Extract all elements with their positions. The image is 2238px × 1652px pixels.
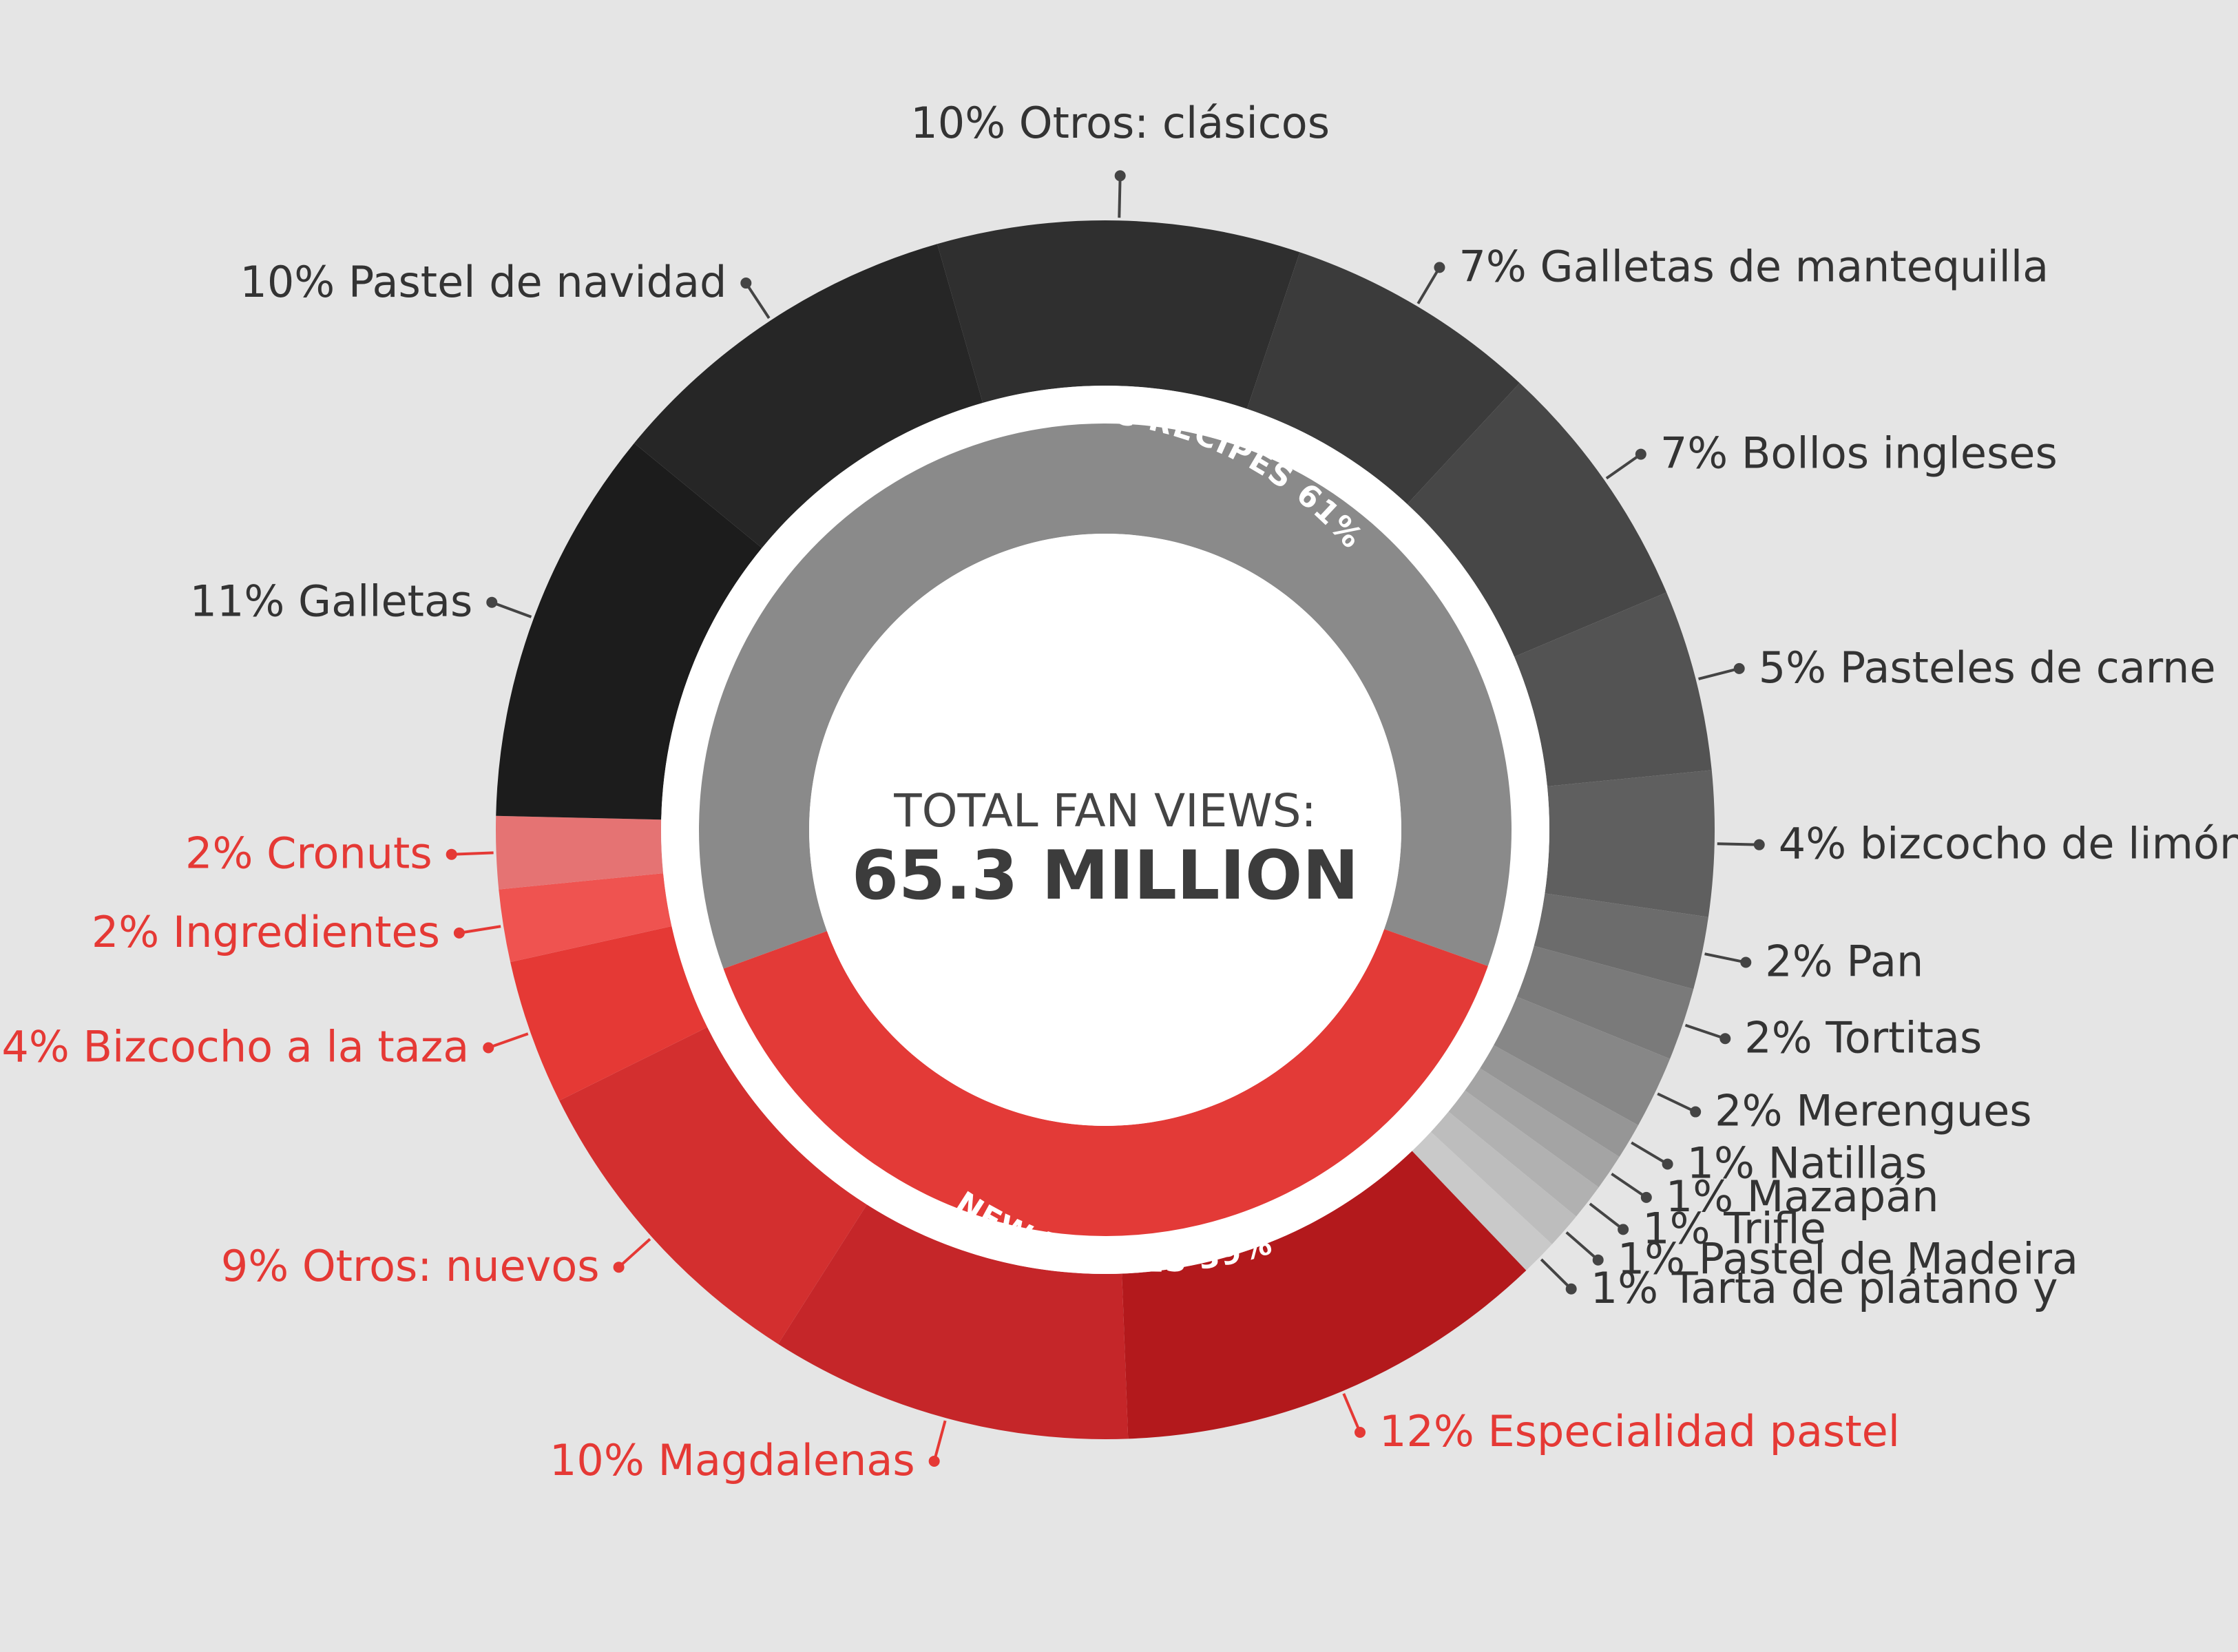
outer-segment-2-ingredientes: [499, 873, 672, 963]
outer-segment-2-merengues: [1494, 996, 1671, 1126]
leader-dot-7-bollos-ingleses: [1635, 448, 1646, 460]
leader-line-1-natillas: [1631, 1141, 1669, 1166]
leader-dot-10-pastel-de-navidad: [740, 278, 752, 289]
leader-line-10-magdalenas: [932, 1420, 947, 1462]
outer-segment-1-pastel-de-madeira: [1430, 1111, 1577, 1244]
segment-label-5-pasteles-de-carne: 5% Pasteles de carne: [1759, 642, 2216, 693]
leader-line-7-bollos-ingleses: [1605, 452, 1642, 480]
segment-label-7-galletas-de-mantequilla: 7% Galletas de mantequilla: [1458, 241, 2049, 291]
leader-line-2-ingredientes: [459, 925, 501, 934]
leader-lines: [446, 170, 1765, 1467]
outer-segment-12-especialidad-pastel: [1122, 1151, 1527, 1439]
outer-segment-1-tarta-de-platano-y: [1412, 1131, 1552, 1271]
leader-line-10-otros-clasicos: [1118, 176, 1122, 218]
segment-label-9-otros-nuevos: 9% Otros: nuevos: [221, 1241, 600, 1291]
leader-line-1-pastel-de-madeira: [1565, 1231, 1600, 1262]
outer-segment-9-otros-nuevos: [559, 1027, 867, 1344]
leader-line-10-pastel-de-navidad: [744, 282, 771, 320]
leader-dot-2-tortitas: [1719, 1033, 1731, 1045]
segment-label-2-pan: 2% Pan: [1765, 937, 1923, 987]
outer-segment-2-tortitas: [1516, 945, 1694, 1059]
center-total: 65.3 MILLION: [852, 837, 1359, 915]
segment-label-12-especialidad-pastel: 12% Especialidad pastel: [1379, 1406, 1900, 1456]
leader-dot-9-otros-nuevos: [613, 1262, 625, 1273]
leader-dot-2-pan: [1740, 956, 1752, 968]
segment-label-10-magdalenas: 10% Magdalenas: [550, 1435, 915, 1485]
leader-line-2-pan: [1704, 952, 1746, 964]
leader-dot-1-pastel-de-madeira: [1592, 1254, 1604, 1266]
center-heading: TOTAL FAN VIEWS:: [893, 784, 1316, 837]
segment-label-1-pastel-de-madeira: 1% Pastel de Madeira: [1618, 1234, 2078, 1284]
segment-label-4-bizcocho-de-limon: 4% bizcocho de limón: [1779, 819, 2238, 869]
outer-segment-1-mazapan: [1465, 1068, 1620, 1188]
outer-segment-4-bizcocho-de-limon: [1545, 770, 1715, 917]
leader-dot-10-magdalenas: [928, 1455, 940, 1467]
outer-segment-4-bizcocho-a-la-taza: [510, 926, 708, 1101]
segment-label-1-mazapan: 1% Mazapán: [1666, 1171, 1939, 1222]
leader-dot-2-merengues: [1690, 1106, 1702, 1118]
inner-segment-new-recipes-39: [723, 929, 1488, 1237]
segment-label-2-cronuts: 2% Cronuts: [185, 828, 432, 879]
leader-line-5-pasteles-de-carne: [1698, 667, 1740, 680]
leader-line-12-especialidad-pastel: [1342, 1393, 1361, 1433]
outer-segment-1-natillas: [1480, 1045, 1639, 1158]
leader-line-1-tarta-de-platano-y: [1540, 1258, 1573, 1290]
leader-line-2-merengues: [1657, 1092, 1697, 1113]
outer-segment-7-galletas-de-mantequilla: [1246, 252, 1520, 505]
leader-line-1-mazapan: [1611, 1172, 1647, 1199]
segment-label-10-otros-clasicos: 10% Otros: clásicos: [910, 98, 1330, 148]
inner-ring: [699, 424, 1512, 1237]
leader-line-2-cronuts: [451, 851, 494, 856]
leader-dot-2-cronuts: [446, 848, 457, 860]
center-disc: [809, 534, 1401, 1126]
outer-segment-1-trifle: [1448, 1090, 1599, 1217]
leader-dot-12-especialidad-pastel: [1355, 1426, 1366, 1438]
outer-segment-2-cronuts: [496, 815, 664, 890]
segment-label-1-trifle: 1% Trifle: [1642, 1203, 1826, 1253]
leader-line-4-bizcocho-a-la-taza: [488, 1032, 529, 1049]
leader-dot-11-galletas: [486, 596, 498, 608]
outer-segment-7-bollos-ingleses: [1407, 383, 1667, 657]
leader-dot-2-ingredientes: [453, 927, 465, 939]
leader-line-9-otros-nuevos: [618, 1237, 651, 1268]
leader-dot-5-pasteles-de-carne: [1733, 662, 1745, 674]
segment-label-1-natillas: 1% Natillas: [1687, 1138, 1927, 1188]
outer-ring: [496, 220, 1715, 1439]
outer-segment-10-magdalenas: [777, 1204, 1129, 1439]
leader-dot-4-bizcocho-a-la-taza: [483, 1042, 494, 1054]
leader-line-2-tortitas: [1684, 1023, 1726, 1041]
leader-dot-10-otros-clasicos: [1114, 170, 1126, 182]
outer-segment-2-pan: [1534, 893, 1708, 990]
segment-label-2-tortitas: 2% Tortitas: [1744, 1012, 1982, 1063]
segment-label-10-pastel-de-navidad: 10% Pastel de navidad: [240, 257, 726, 307]
segment-label-1-tarta-de-platano-y: 1% Tarta de plátano y: [1591, 1263, 2058, 1313]
outer-segment-11-galletas: [496, 443, 762, 820]
leader-line-1-trifle: [1589, 1202, 1624, 1231]
segment-label-2-merengues: 2% Merengues: [1715, 1086, 2031, 1136]
segment-label-2-ingredientes: 2% Ingredientes: [92, 907, 440, 957]
leader-dot-1-mazapan: [1640, 1191, 1652, 1203]
leader-dot-1-tarta-de-platano-y: [1565, 1283, 1577, 1295]
outer-segment-10-otros-clasicos: [937, 220, 1300, 409]
leader-line-11-galletas: [491, 600, 532, 618]
leader-dot-1-trifle: [1618, 1224, 1629, 1235]
segment-label-4-bizcocho-a-la-taza: 4% Bizcocho a la taza: [1, 1022, 469, 1072]
outer-segment-10-pastel-de-navidad: [634, 244, 983, 548]
segment-label-11-galletas: 11% Galletas: [190, 576, 473, 627]
inner-segment-classic-recipes-61: [699, 424, 1512, 969]
segment-label-7-bollos-ingleses: 7% Bollos ingleses: [1660, 428, 2058, 479]
leader-dot-7-galletas-de-mantequilla: [1434, 262, 1445, 273]
leader-dot-4-bizcocho-de-limon: [1753, 839, 1765, 850]
segment-labels: 10% Otros: clásicos 7% Galletas de manteq…: [1, 98, 2238, 1485]
outer-segment-5-pasteles-de-carne: [1514, 592, 1712, 786]
leader-dot-1-natillas: [1662, 1158, 1673, 1170]
leader-line-7-galletas-de-mantequilla: [1416, 266, 1441, 304]
